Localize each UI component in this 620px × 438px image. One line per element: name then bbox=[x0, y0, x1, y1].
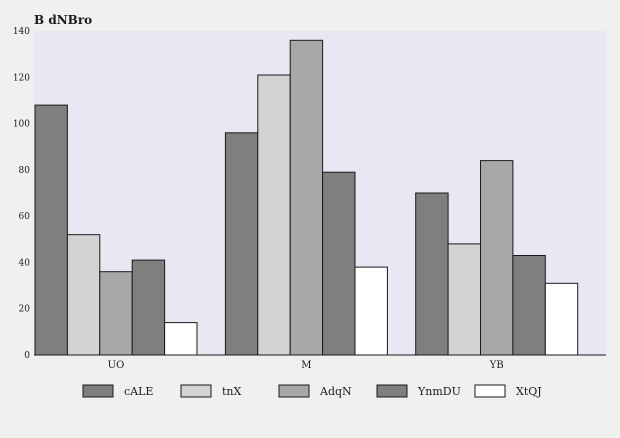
bar bbox=[512, 255, 546, 356]
bar bbox=[480, 160, 514, 356]
x-tick-label: UO bbox=[108, 360, 125, 371]
bar bbox=[164, 322, 198, 356]
bar bbox=[447, 243, 482, 356]
legend-swatch bbox=[82, 384, 114, 398]
bar bbox=[66, 234, 101, 356]
y-tick-label: 100 bbox=[13, 120, 30, 130]
bar bbox=[322, 171, 356, 356]
legend-label: cALE bbox=[124, 385, 153, 398]
y-tick-label: 20 bbox=[19, 305, 31, 315]
bar bbox=[257, 74, 291, 356]
bar bbox=[224, 132, 259, 356]
y-tick-label: 0 bbox=[24, 351, 30, 361]
x-axis: UO M YB bbox=[108, 360, 504, 371]
bars bbox=[34, 39, 606, 356]
legend-swatch bbox=[278, 384, 310, 398]
bar bbox=[131, 259, 166, 356]
bar bbox=[415, 192, 449, 356]
legend-label: YnmDU bbox=[417, 385, 461, 398]
legend-swatch bbox=[180, 384, 212, 398]
bar bbox=[289, 39, 324, 356]
x-tick-label: M bbox=[301, 360, 311, 371]
bar bbox=[99, 271, 133, 356]
y-axis-label: B dNBro bbox=[34, 13, 92, 27]
bar bbox=[34, 104, 68, 356]
y-tick-label: 60 bbox=[19, 212, 31, 222]
y-tick-label: 140 bbox=[13, 27, 30, 37]
legend-label: tnX bbox=[222, 385, 242, 398]
y-tick-label: 80 bbox=[19, 166, 31, 176]
bar bbox=[544, 282, 579, 356]
legend-swatch bbox=[376, 384, 408, 398]
y-tick-label: 40 bbox=[19, 258, 31, 268]
legend: cALE tnX AdqN YnmDU XtQJ bbox=[82, 384, 542, 398]
legend-swatch bbox=[474, 384, 506, 398]
y-axis: 0 20 40 60 80 100 120 140 bbox=[13, 27, 30, 361]
legend-label: AdqN bbox=[319, 385, 352, 398]
bar bbox=[354, 266, 388, 356]
y-tick-label: 120 bbox=[13, 73, 30, 83]
x-tick-label: YB bbox=[489, 360, 504, 371]
legend-label: XtQJ bbox=[516, 385, 542, 398]
